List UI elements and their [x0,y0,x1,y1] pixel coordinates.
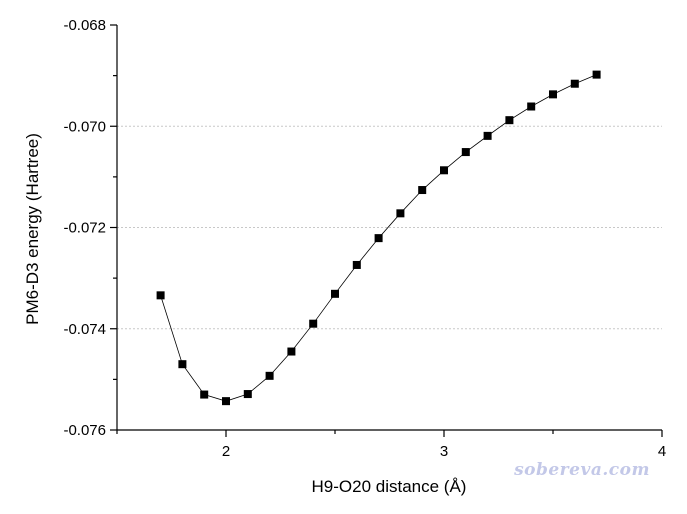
data-point [527,102,536,111]
y-tick-label: -0.068 [63,17,106,34]
data-point [505,116,514,125]
data-point [483,131,492,140]
data-point [243,390,252,399]
y-tick-label: -0.070 [63,118,106,135]
data-point [352,260,361,269]
data-point [396,209,405,218]
x-tick-label: 4 [658,443,666,460]
data-point [461,148,470,157]
tick-labels: -0.076 -0.074 -0.072 -0.070 -0.068 2 3 4 [63,17,666,460]
data-point [592,70,601,79]
data-point [331,289,339,298]
data-point [156,291,165,300]
x-tick-label: 3 [440,443,448,460]
data-point [287,347,296,356]
grid-lines [117,125,662,330]
data-point [570,79,579,88]
data-point [440,166,448,175]
data-point [200,390,209,399]
y-tick-label: -0.072 [63,220,106,237]
data-point [374,234,383,243]
x-tick-label: 2 [222,443,230,460]
y-tick-label: -0.074 [63,321,106,338]
data-point [222,397,230,406]
tick-marks [110,24,663,437]
data-point [418,186,427,195]
data-point [265,371,274,380]
y-axis-title: PM6-D3 energy (Hartree) [23,133,42,325]
x-axis-title: H9-O20 distance (Å) [312,477,467,496]
y-tick-label: -0.076 [63,422,106,439]
data-point [178,360,187,369]
watermark-text: sobereva.com [513,460,650,480]
data-series [156,70,601,406]
data-point [549,90,557,99]
data-point [309,319,318,328]
